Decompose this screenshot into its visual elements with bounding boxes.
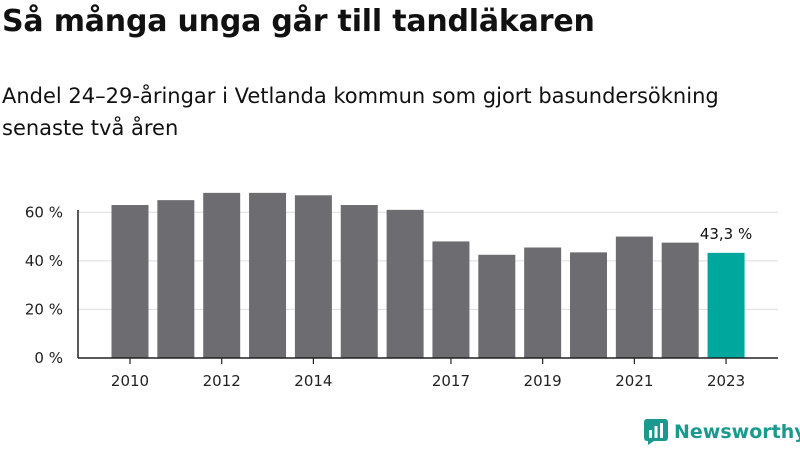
bar-2020 <box>570 252 607 358</box>
bar-2017 <box>432 241 470 358</box>
newsworthy-logo: Newsworthy <box>644 419 800 445</box>
gridlines <box>78 211 778 310</box>
x-axis-ticks: 2010 2012 2014 2017 2019 2021 2023 <box>111 358 745 390</box>
newsworthy-logo-text: Newsworthy <box>674 421 800 443</box>
y-tick-label: 40 % <box>25 252 63 270</box>
x-tick-label: 2017 <box>432 372 470 390</box>
x-tick-label: 2012 <box>203 372 241 390</box>
x-tick-label: 2023 <box>707 372 745 390</box>
bar-2013 <box>249 192 287 358</box>
y-axis-ticks: 0 % 20 % 40 % 60 % <box>25 203 63 367</box>
bar-2015 <box>340 205 378 358</box>
bar-2021 <box>615 236 653 358</box>
x-tick-label: 2019 <box>524 372 562 390</box>
newsworthy-logo-icon <box>644 419 668 445</box>
chart-title: Så många unga går till tandläkaren <box>2 4 595 39</box>
bars <box>111 192 745 358</box>
bar-2014 <box>294 195 332 358</box>
bar-2023 <box>707 252 745 358</box>
x-tick-label: 2010 <box>111 372 149 390</box>
x-axis <box>77 210 778 359</box>
bar-2019 <box>524 247 562 358</box>
bar-2010 <box>111 205 149 358</box>
highlight-data-label: 43,3 % <box>700 225 752 243</box>
y-tick-label: 20 % <box>25 300 63 318</box>
x-tick-label: 2014 <box>294 372 332 390</box>
chart-subtitle: Andel 24–29-åringar i Vetlanda kommun so… <box>2 84 719 140</box>
bar-2012 <box>203 192 241 358</box>
y-tick-label: 0 % <box>34 349 63 367</box>
data-labels: 43,3 % <box>700 225 752 243</box>
bar-2018 <box>478 254 516 358</box>
x-tick-label: 2021 <box>615 372 653 390</box>
bar-2011 <box>157 200 195 358</box>
bar-2016 <box>386 209 424 358</box>
bar-2022 <box>661 242 699 358</box>
y-tick-label: 60 % <box>25 203 63 221</box>
